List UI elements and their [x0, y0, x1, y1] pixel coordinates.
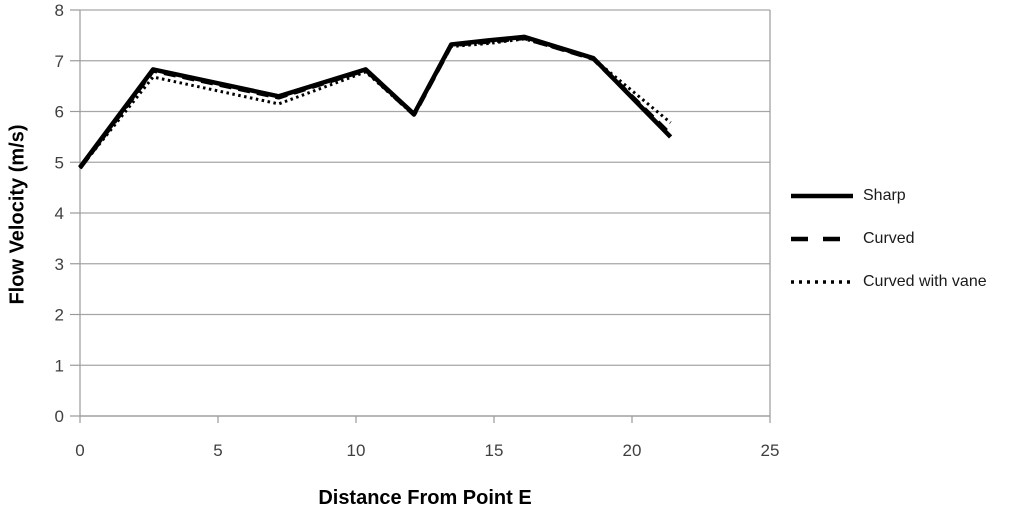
y-tick-label: 3	[55, 255, 64, 274]
y-tick-label: 0	[55, 407, 64, 426]
gridlines	[80, 9, 770, 417]
legend-item-sharp: Sharp	[790, 183, 987, 209]
y-tick-label: 2	[55, 306, 64, 325]
series-lines	[78, 34, 673, 170]
legend-item-curved: Curved	[790, 226, 987, 252]
dashed-line-sample	[791, 236, 843, 242]
y-tick-label: 1	[55, 356, 64, 375]
y-tick-label: 8	[55, 1, 64, 20]
solid-line-sample	[791, 193, 853, 199]
dotted-line-sample	[791, 280, 851, 284]
y-axis-title: Flow Velocity (m/s)	[6, 124, 29, 305]
y-tick-label: 6	[55, 103, 64, 122]
legend-label-curved: Curved	[863, 230, 915, 247]
axis-ticks	[70, 9, 771, 423]
legend: Sharp Curved Curved with vane	[790, 183, 987, 295]
series-line-curved	[78, 35, 673, 170]
y-tick-label: 5	[55, 153, 64, 172]
x-axis-title: Distance From Point E	[318, 487, 532, 509]
x-tick-label: 15	[485, 441, 504, 460]
x-tick-label: 0	[75, 441, 84, 460]
series-line-curved-with-vane	[78, 37, 672, 170]
x-tick-label: 10	[347, 441, 366, 460]
x-tick-label: 25	[761, 441, 780, 460]
x-tick-label: 20	[623, 441, 642, 460]
y-tick-label: 7	[55, 52, 64, 71]
y-tick-label: 4	[55, 204, 64, 223]
legend-label-sharp: Sharp	[863, 187, 906, 204]
series-line-sharp	[78, 34, 673, 169]
tick-labels: 0 1 2 3 4 5 6 7 8 0 5 10 15 20 25	[55, 1, 780, 460]
legend-item-curved-with-vane: Curved with vane	[790, 269, 987, 295]
legend-label-curved-with-vane: Curved with vane	[863, 273, 987, 290]
x-tick-label: 5	[213, 441, 222, 460]
